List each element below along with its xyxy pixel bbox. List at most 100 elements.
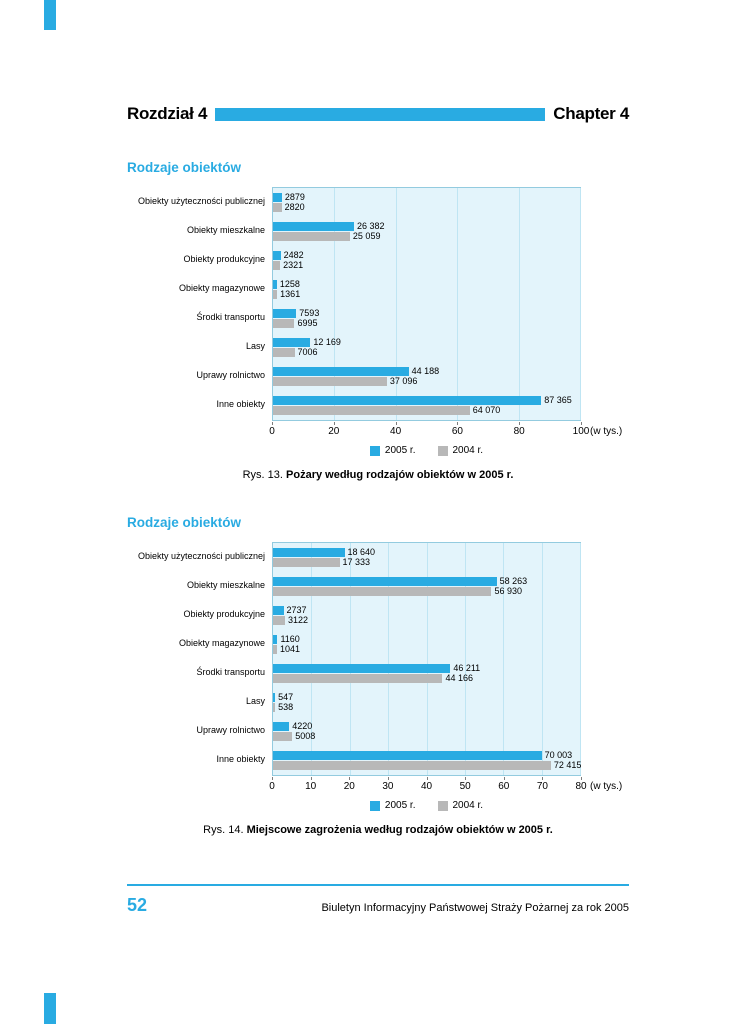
bar-line: 1361	[273, 290, 580, 299]
bar-2005r	[273, 309, 297, 318]
legend-swatch-2004	[437, 445, 448, 456]
bar-value-label: 6995	[297, 318, 318, 328]
bar-2004r	[273, 290, 278, 299]
bar-line: 2737	[273, 606, 580, 615]
chart-body: Obiekty użyteczności publicznej Obiekty m…	[127, 187, 629, 421]
journal-title: Biuletyn Informacyjny Państwowej Straży …	[321, 902, 629, 914]
bar-value-label: 2737	[286, 605, 307, 615]
gridline	[426, 543, 428, 775]
plot-area: 2879 2820 26 382 25 059 2482 2321 1258 1361 7593…	[272, 187, 581, 421]
bar-line: 58 263	[273, 577, 580, 586]
bar-chart-fires: Obiekty użyteczności publicznej Obiekty m…	[127, 187, 629, 456]
bar-value-label: 56 930	[494, 586, 522, 596]
category-label: Lasy	[245, 696, 265, 707]
gridline	[349, 543, 351, 775]
category-label: Środki transportu	[196, 667, 265, 678]
bar-line: 2820	[273, 203, 580, 212]
bar-line: 1258	[273, 280, 580, 289]
gridline	[464, 543, 466, 775]
bar-line: 72 415	[273, 760, 582, 770]
bar-2005r	[273, 396, 542, 405]
x-tick-label: 10	[305, 781, 317, 792]
x-tick-label: 80	[575, 781, 587, 792]
legend-label-2005: 2005 r.	[384, 800, 416, 811]
x-axis-tickmark	[519, 422, 521, 425]
bar-row: 4220 5008	[273, 717, 580, 746]
x-axis-tickmark	[310, 777, 312, 780]
bar-line: 56 930	[273, 587, 580, 596]
bar-2004r	[273, 645, 277, 654]
category-label: Środki transportu	[196, 312, 265, 323]
bar-row: 44 188 37 096	[273, 362, 580, 391]
x-tick-label: 70	[536, 781, 548, 792]
x-tick-label: 60	[451, 426, 463, 437]
bar-value-label: 17 333	[342, 557, 371, 567]
bar-value-label: 72 415	[553, 760, 582, 770]
x-axis-tickmark	[503, 777, 505, 780]
x-axis: 0 10 20 30 40 50 60 70 80 (w tys.)	[269, 777, 622, 792]
bar-row: 2737 3122	[273, 601, 580, 630]
x-tick-label: 100	[572, 426, 590, 437]
bar-value-label: 538	[278, 702, 294, 712]
bar-line: 18 640	[273, 548, 580, 557]
bar-2005r	[273, 635, 278, 644]
gridline	[311, 543, 313, 775]
figure-number: Rys. 14.	[203, 824, 244, 836]
bar-2005r	[273, 664, 451, 673]
figure-title: Miejscowe zagrożenia według rodzajów obi…	[246, 824, 553, 836]
x-axis-unit-label: (w tys.)	[590, 426, 623, 437]
bar-2005r	[273, 251, 281, 260]
gridline	[334, 188, 336, 420]
bar-value-label: 87 365	[544, 395, 572, 405]
footer-row: 52 Biuletyn Informacyjny Państwowej Stra…	[127, 895, 629, 916]
x-axis-tickmark	[581, 422, 582, 425]
x-axis-tickmark	[272, 422, 273, 425]
bar-value-label: 44 188	[411, 366, 440, 376]
bar-value-label: 1361	[280, 289, 301, 299]
bar-value-label: 1258	[279, 279, 300, 289]
bar-2004r	[273, 616, 285, 625]
figure-title: Pożary według rodzajów obiektów w 2005 r…	[286, 469, 514, 481]
x-tick-label: 0	[269, 426, 275, 437]
x-axis-unit-label: (w tys.)	[590, 781, 623, 792]
bar-line: 44 166	[273, 674, 580, 683]
bar-2005r	[273, 193, 282, 202]
chart-body: Obiekty użyteczności publicznej Obiekty m…	[127, 542, 629, 776]
chapter-header-bar	[215, 107, 546, 121]
x-tick-label: 0	[269, 781, 275, 792]
bar-line: 2321	[273, 261, 580, 270]
x-axis-tickmark	[581, 777, 582, 780]
category-label: Uprawy rolnictwo	[196, 725, 265, 736]
x-axis-tickmark	[349, 777, 351, 780]
category-label: Obiekty użyteczności publicznej	[137, 196, 265, 207]
chart-legend: 2005 r. 2004 r.	[272, 800, 581, 811]
bar-2005r	[273, 751, 542, 760]
x-tick-label: 50	[459, 781, 471, 792]
bar-value-label: 46 211	[453, 663, 481, 673]
bar-2004r	[273, 377, 387, 386]
x-tick-label: 40	[420, 781, 433, 792]
bar-line: 44 188	[273, 367, 580, 376]
category-labels-column: Obiekty użyteczności publicznej Obiekty m…	[127, 187, 272, 421]
bar-line: 6995	[273, 319, 580, 328]
x-axis-tickmark	[457, 422, 459, 425]
bar-2004r	[273, 703, 276, 712]
gridline	[541, 543, 543, 775]
page-edge-mark-top	[44, 0, 56, 30]
plot-area: 18 640 17 333 58 263 56 930 2737 3122 1160 1041…	[272, 542, 581, 776]
bar-line: 46 211	[273, 664, 580, 673]
bar-line: 547	[273, 693, 580, 702]
bar-row: 2879 2820	[273, 188, 580, 217]
bar-value-label: 64 070	[472, 405, 501, 415]
bar-line: 64 070	[273, 406, 580, 415]
legend-item-2004: 2004 r.	[437, 800, 483, 811]
page-content: Rozdział 4 Chapter 4 Rodzaje obiektów Ob…	[127, 0, 629, 836]
x-axis-tickmark	[333, 422, 335, 425]
bar-value-label: 3122	[287, 615, 308, 625]
figure-caption: Rys. 14. Miejscowe zagrożenia według rod…	[127, 824, 629, 836]
bar-row: 58 263 56 930	[273, 572, 580, 601]
bar-value-label: 2879	[284, 192, 305, 202]
x-axis-tickmark	[465, 777, 467, 780]
bar-row: 18 640 17 333	[273, 543, 580, 572]
bar-2004r	[273, 232, 350, 241]
